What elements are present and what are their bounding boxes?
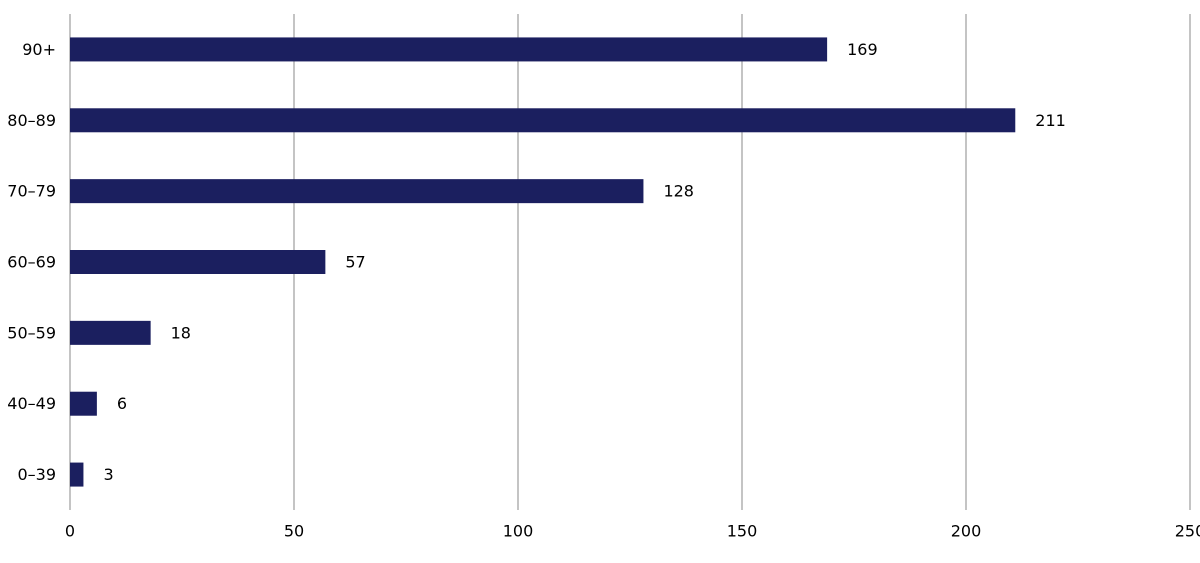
bar xyxy=(70,391,97,416)
x-tick-label: 200 xyxy=(951,522,982,541)
y-tick-label: 40–49 xyxy=(7,394,56,413)
y-tick-label: 0–39 xyxy=(17,465,56,484)
data-label: 169 xyxy=(847,40,878,59)
bar xyxy=(70,108,1016,133)
bar xyxy=(70,37,828,62)
data-label: 211 xyxy=(1035,111,1066,130)
data-label: 128 xyxy=(663,182,694,201)
bar xyxy=(70,250,326,274)
x-tick-label: 150 xyxy=(727,522,758,541)
data-label: 3 xyxy=(103,465,113,484)
y-tick-label: 60–69 xyxy=(7,253,56,272)
bar xyxy=(70,320,151,345)
y-tick-label: 70–79 xyxy=(7,182,56,201)
data-label: 57 xyxy=(345,253,365,272)
y-tick-label: 50–59 xyxy=(7,323,56,342)
bar xyxy=(70,179,644,204)
x-tick-label: 0 xyxy=(65,522,75,541)
bar xyxy=(70,462,84,487)
x-tick-label: 50 xyxy=(284,522,304,541)
data-label: 18 xyxy=(171,323,191,342)
x-tick-label: 100 xyxy=(503,522,534,541)
y-tick-label: 80–89 xyxy=(7,111,56,130)
y-tick-label: 90+ xyxy=(22,40,56,59)
x-tick-label: 250 xyxy=(1175,522,1200,541)
data-label: 6 xyxy=(117,394,127,413)
